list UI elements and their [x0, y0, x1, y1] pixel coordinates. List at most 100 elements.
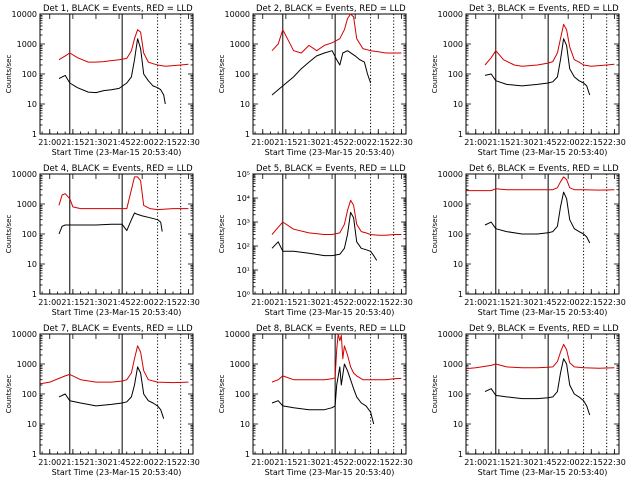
x-tick-label: 21:15 — [487, 458, 510, 467]
series-line-lld — [271, 199, 402, 236]
x-axis-label: Start Time (23-Mar-15 20:53:40) — [52, 468, 182, 477]
x-tick-label: 22:30 — [603, 458, 626, 467]
series-line-lld — [58, 29, 189, 67]
y-axis-label: Counts/sec — [218, 375, 226, 414]
series-line-lld — [271, 13, 402, 54]
y-tick-label: 100 — [22, 230, 37, 239]
y-tick-label: 10 — [240, 100, 250, 109]
subplot-det-4: 1 10 100 1000 10000 21:00 21:15 21:30 21:45 22:00… — [5, 164, 200, 317]
y-tick-label: 10 — [453, 100, 463, 109]
subplot-det-3: 1 10 100 1000 10000 21:00 21:15 21:30 21:45 22:00… — [431, 4, 626, 157]
y-axis-label: Counts/sec — [218, 215, 226, 254]
subplot-det-7: 1 10 100 1000 10000 21:00 21:15 21:30 21:45 22:00… — [5, 324, 200, 477]
x-tick-label: 21:00 — [38, 138, 61, 147]
x-axis-label: Start Time (23-Mar-15 20:53:40) — [52, 308, 182, 317]
y-tick-label: 10000 — [12, 10, 37, 19]
x-tick-label: 22:15 — [580, 298, 603, 307]
subplot-title: Det 7, BLACK = Events, RED = LLD — [43, 324, 193, 334]
series-line-events — [484, 358, 591, 416]
y-tick-label: 100 — [22, 390, 37, 399]
y-tick-label: 100 — [22, 70, 37, 79]
x-tick-label: 22:00 — [131, 458, 154, 467]
y-axis-label: Counts/sec — [431, 215, 439, 254]
x-axis-label: Start Time (23-Mar-15 20:53:40) — [265, 148, 395, 157]
x-tick-label: 21:00 — [251, 298, 274, 307]
y-axis-label: Counts/sec — [218, 55, 226, 94]
x-tick-label: 22:30 — [177, 298, 200, 307]
y-tick-label: 1000 — [443, 40, 463, 49]
y-tick-label: 10³ — [237, 218, 250, 227]
x-tick-label: 21:15 — [61, 138, 84, 147]
x-tick-label: 22:00 — [344, 298, 367, 307]
subplot-title: Det 1, BLACK = Events, RED = LLD — [43, 4, 193, 14]
y-tick-label: 100 — [448, 390, 463, 399]
y-tick-label: 100 — [235, 70, 250, 79]
y-tick-label: 10000 — [438, 10, 463, 19]
y-tick-label: 100 — [448, 230, 463, 239]
y-tick-label: 10000 — [438, 170, 463, 179]
x-tick-label: 21:30 — [297, 458, 320, 467]
x-tick-label: 22:30 — [177, 458, 200, 467]
subplot-title: Det 2, BLACK = Events, RED = LLD — [256, 4, 406, 14]
x-tick-label: 21:30 — [510, 458, 533, 467]
x-tick-label: 21:00 — [464, 298, 487, 307]
x-tick-label: 21:00 — [251, 138, 274, 147]
y-tick-label: 1000 — [230, 40, 250, 49]
x-tick-label: 21:30 — [84, 138, 107, 147]
y-tick-label: 10 — [27, 260, 37, 269]
series-line-lld — [58, 176, 189, 211]
x-tick-label: 22:15 — [367, 458, 390, 467]
subplot-title: Det 6, BLACK = Events, RED = LLD — [469, 164, 619, 174]
plot-frame — [39, 13, 194, 135]
x-tick-label: 21:15 — [487, 138, 510, 147]
y-tick-label: 10000 — [225, 10, 250, 19]
subplot-title: Det 5, BLACK = Events, RED = LLD — [256, 164, 406, 174]
x-axis-label: Start Time (23-Mar-15 20:53:40) — [52, 148, 182, 157]
y-tick-label: 1000 — [230, 360, 250, 369]
y-axis-label: Counts/sec — [5, 55, 13, 94]
y-tick-label: 1000 — [443, 200, 463, 209]
y-tick-label: 1 — [458, 450, 463, 459]
x-tick-label: 22:15 — [154, 138, 177, 147]
x-tick-label: 22:00 — [557, 138, 580, 147]
y-tick-label: 1 — [458, 130, 463, 139]
x-tick-label: 22:30 — [603, 138, 626, 147]
series-line-events — [484, 191, 591, 244]
x-tick-label: 21:30 — [297, 298, 320, 307]
y-tick-label: 100 — [448, 70, 463, 79]
series-line-events — [58, 366, 165, 419]
y-tick-label: 1 — [32, 450, 37, 459]
x-tick-label: 21:45 — [108, 298, 131, 307]
y-tick-label: 10¹ — [237, 266, 250, 275]
series-line-events — [271, 363, 375, 425]
plot-frame — [252, 13, 407, 135]
x-tick-label: 22:15 — [580, 138, 603, 147]
plot-frame — [39, 333, 194, 455]
series-line-lld — [484, 23, 615, 67]
x-tick-label: 21:45 — [534, 298, 557, 307]
y-tick-label: 10⁵ — [237, 170, 250, 179]
y-tick-label: 1000 — [443, 360, 463, 369]
y-tick-label: 10⁴ — [237, 194, 250, 203]
y-tick-label: 1000 — [17, 360, 37, 369]
plot-frame — [252, 333, 407, 455]
x-tick-label: 21:45 — [108, 458, 131, 467]
plot-frame — [465, 333, 620, 455]
y-tick-label: 10000 — [438, 330, 463, 339]
x-tick-label: 22:30 — [390, 298, 413, 307]
series-line-events — [58, 212, 163, 235]
y-tick-label: 1 — [32, 290, 37, 299]
x-tick-label: 21:00 — [38, 298, 61, 307]
x-tick-label: 21:30 — [84, 458, 107, 467]
plot-frame — [465, 173, 620, 295]
plot-frame — [252, 173, 407, 295]
x-tick-label: 21:15 — [61, 298, 84, 307]
y-tick-label: 10000 — [12, 330, 37, 339]
y-tick-label: 10 — [240, 420, 250, 429]
subplot-det-6: 1 10 100 1000 10000 21:00 21:15 21:30 21:45 22:00… — [431, 164, 626, 317]
x-tick-label: 22:30 — [603, 298, 626, 307]
x-tick-label: 21:45 — [321, 298, 344, 307]
x-tick-label: 22:00 — [557, 458, 580, 467]
y-tick-label: 10 — [453, 420, 463, 429]
y-axis-label: Counts/sec — [431, 375, 439, 414]
